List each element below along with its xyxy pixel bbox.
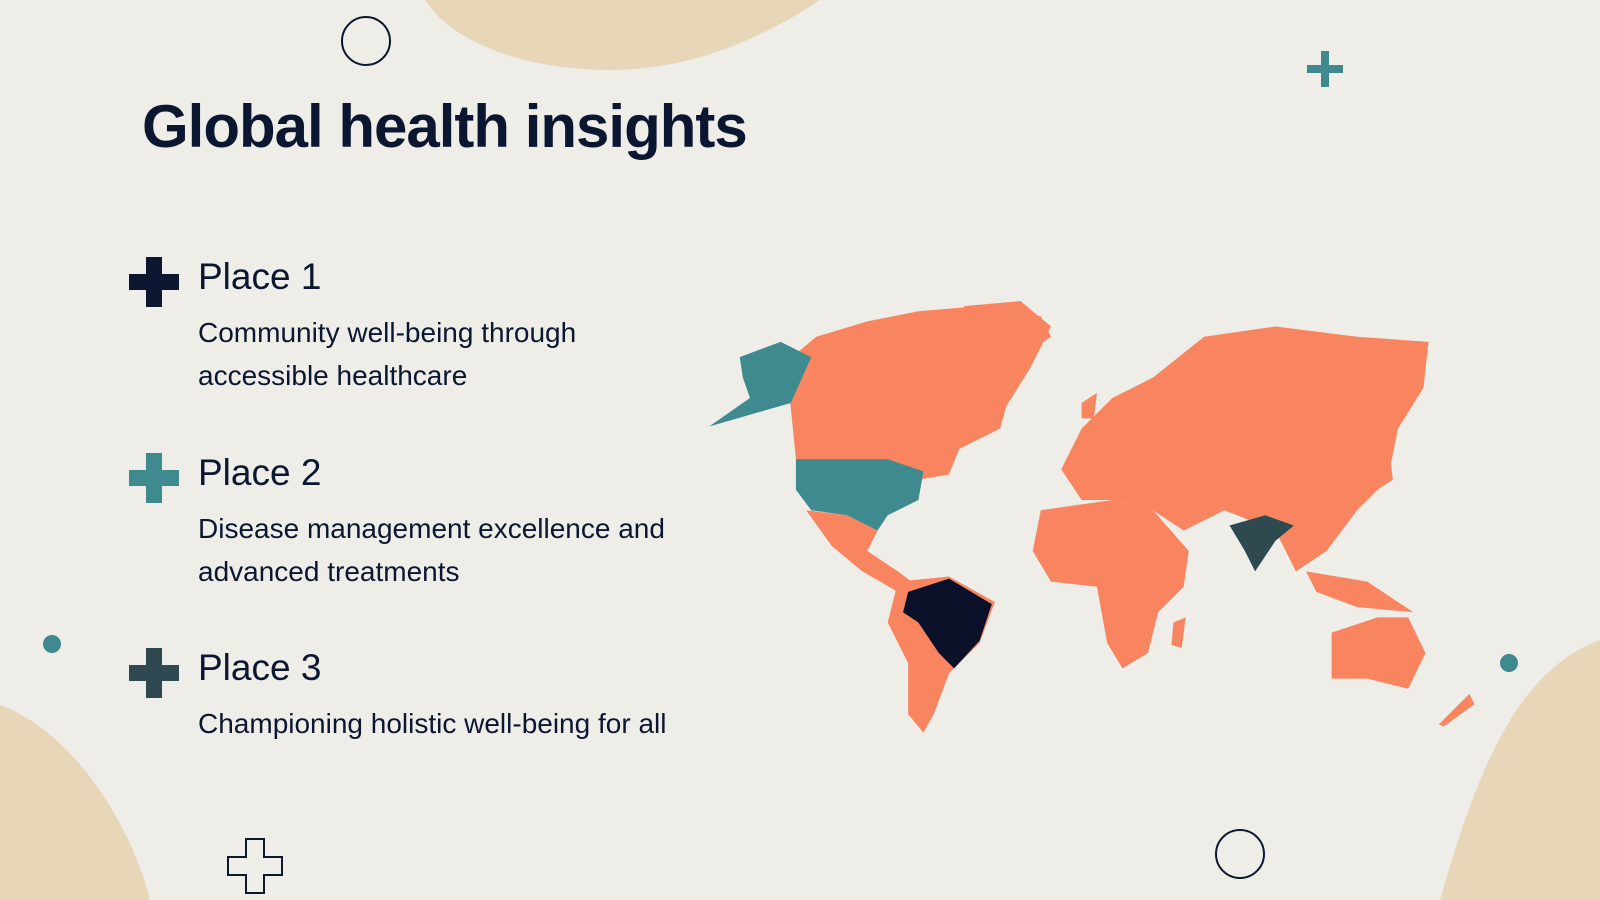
plus-outline	[227, 838, 283, 894]
place-description: Disease management excellence and advanc…	[198, 513, 665, 587]
blob	[0, 705, 150, 900]
title: Global health insights	[142, 93, 748, 160]
place-heading: Place 2	[198, 452, 322, 493]
plus-icon	[129, 453, 179, 503]
circle-outline	[341, 16, 391, 66]
blob	[1440, 640, 1600, 900]
place-heading: Place 1	[198, 256, 322, 297]
dot	[43, 635, 61, 653]
dot	[1500, 654, 1518, 672]
blob	[425, 0, 820, 70]
plus-decoration	[1307, 51, 1343, 87]
place-heading: Place 3	[198, 647, 322, 688]
plus-icon	[129, 648, 179, 698]
place-description: Community well-being through accessible …	[198, 317, 577, 391]
circle-outline	[1215, 829, 1265, 879]
world-map	[709, 301, 1475, 733]
plus-icon	[129, 257, 179, 307]
place-description: Championing holistic well-being for all	[198, 708, 667, 739]
